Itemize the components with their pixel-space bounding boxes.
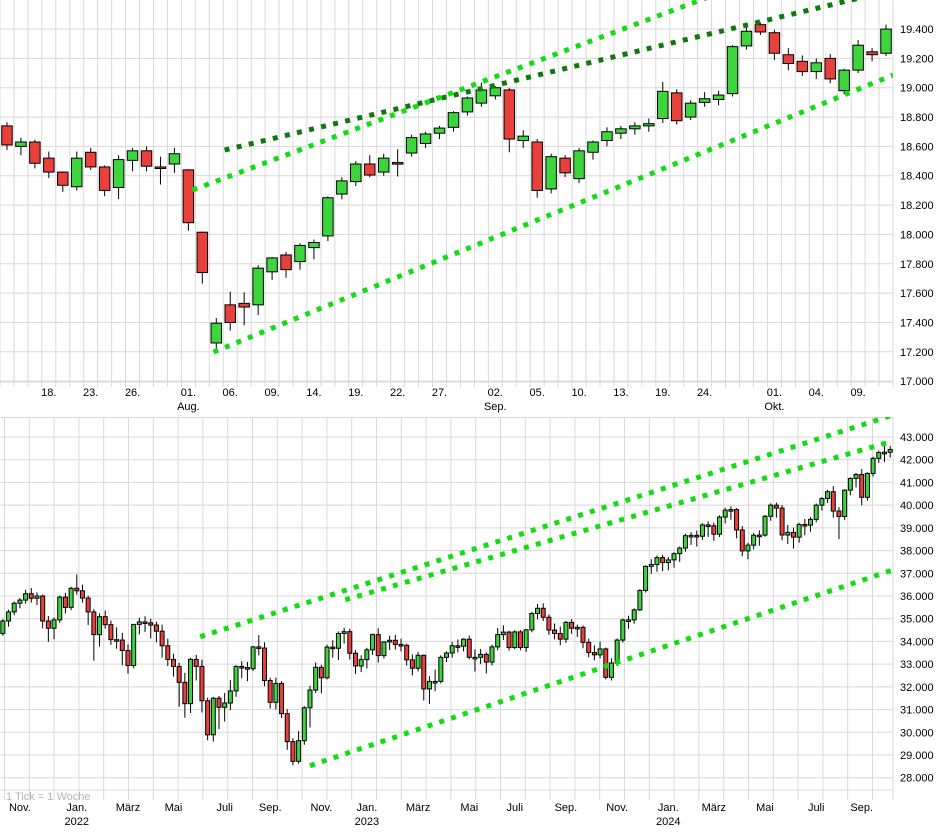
svg-text:Juli: Juli — [507, 802, 524, 814]
svg-text:Jan.: Jan. — [66, 802, 87, 814]
svg-text:14.: 14. — [306, 387, 321, 399]
svg-text:Aug.: Aug. — [177, 401, 200, 413]
svg-text:Sep.: Sep. — [555, 802, 578, 814]
svg-text:März: März — [116, 802, 140, 814]
candles-layer — [0, 445, 893, 766]
svg-text:19.: 19. — [348, 387, 363, 399]
axis-labels: 43.000 42.000 41.000 40.000 39.000 38.000 37.0… — [9, 432, 934, 828]
svg-text:26.: 26. — [125, 387, 140, 399]
svg-text:23.: 23. — [83, 387, 98, 399]
svg-text:18.: 18. — [41, 387, 56, 399]
svg-text:06.: 06. — [223, 387, 238, 399]
weekly-candlestick-chart: 43.000 42.000 41.000 40.000 39.000 38.000 37.0… — [0, 417, 934, 828]
svg-text:22.: 22. — [390, 387, 405, 399]
svg-text:Nov.: Nov. — [606, 802, 628, 814]
svg-text:17.000: 17.000 — [900, 376, 934, 388]
svg-text:Nov.: Nov. — [310, 802, 332, 814]
svg-text:01.: 01. — [181, 387, 196, 399]
svg-text:Sep.: Sep. — [484, 401, 507, 413]
svg-text:17.600: 17.600 — [900, 288, 934, 300]
svg-text:19.: 19. — [655, 387, 670, 399]
svg-text:März: März — [702, 802, 726, 814]
svg-text:05.: 05. — [530, 387, 545, 399]
svg-text:35.000: 35.000 — [900, 614, 934, 626]
svg-text:Jan.: Jan. — [658, 802, 679, 814]
trendlines-layer — [191, 0, 893, 355]
svg-text:29.000: 29.000 — [900, 750, 934, 762]
svg-text:42.000: 42.000 — [900, 455, 934, 467]
svg-text:Mai: Mai — [460, 802, 478, 814]
svg-text:41.000: 41.000 — [900, 477, 934, 489]
svg-text:17.200: 17.200 — [900, 347, 934, 359]
svg-text:39.000: 39.000 — [900, 523, 934, 535]
svg-text:Mai: Mai — [165, 802, 183, 814]
svg-text:Okt.: Okt. — [764, 401, 784, 413]
svg-text:36.000: 36.000 — [900, 591, 934, 603]
svg-text:33.000: 33.000 — [900, 659, 934, 671]
svg-text:28.000: 28.000 — [900, 773, 934, 785]
svg-text:34.000: 34.000 — [900, 636, 934, 648]
svg-text:18.400: 18.400 — [900, 171, 934, 183]
svg-text:31.000: 31.000 — [900, 705, 934, 717]
svg-text:09.: 09. — [264, 387, 279, 399]
svg-text:Nov.: Nov. — [9, 802, 31, 814]
svg-text:Sep.: Sep. — [850, 802, 873, 814]
svg-text:30.000: 30.000 — [900, 727, 934, 739]
svg-text:Juli: Juli — [216, 802, 233, 814]
svg-text:09.: 09. — [850, 387, 865, 399]
svg-text:32.000: 32.000 — [900, 682, 934, 694]
grid-layer — [0, 417, 894, 800]
svg-text:02.: 02. — [488, 387, 503, 399]
svg-text:27.: 27. — [432, 387, 447, 399]
svg-text:Jan.: Jan. — [357, 802, 378, 814]
svg-text:40.000: 40.000 — [900, 500, 934, 512]
svg-text:19.400: 19.400 — [900, 24, 934, 36]
svg-text:04.: 04. — [809, 387, 824, 399]
grid-layer — [0, 0, 894, 387]
candles-layer — [1, 22, 892, 353]
svg-text:18.000: 18.000 — [900, 229, 934, 241]
svg-text:18.800: 18.800 — [900, 112, 934, 124]
svg-text:2023: 2023 — [355, 816, 379, 828]
svg-text:18.600: 18.600 — [900, 141, 934, 153]
svg-text:17.400: 17.400 — [900, 317, 934, 329]
svg-text:38.000: 38.000 — [900, 546, 934, 558]
svg-text:13.: 13. — [613, 387, 628, 399]
svg-text:19.200: 19.200 — [900, 53, 934, 65]
axis-labels: 19.40019.20019.00018.80018.60018.40018.2… — [41, 24, 934, 413]
svg-text:01.: 01. — [767, 387, 782, 399]
svg-text:18.200: 18.200 — [900, 200, 934, 212]
svg-text:17.800: 17.800 — [900, 259, 934, 271]
svg-text:10.: 10. — [571, 387, 586, 399]
daily-candlestick-chart: 19.40019.20019.00018.80018.60018.40018.2… — [0, 0, 934, 413]
svg-text:2022: 2022 — [65, 816, 89, 828]
svg-text:37.000: 37.000 — [900, 568, 934, 580]
svg-text:24.: 24. — [697, 387, 712, 399]
svg-text:43.000: 43.000 — [900, 432, 934, 444]
trendlines-layer — [199, 417, 893, 769]
tick-interval-note: 1 Tick = 1 Woche — [6, 791, 91, 803]
svg-text:Sep.: Sep. — [259, 802, 282, 814]
svg-text:Juli: Juli — [808, 802, 825, 814]
svg-text:Mai: Mai — [756, 802, 774, 814]
svg-text:März: März — [406, 802, 430, 814]
svg-text:2024: 2024 — [656, 816, 680, 828]
svg-text:19.000: 19.000 — [900, 83, 934, 95]
